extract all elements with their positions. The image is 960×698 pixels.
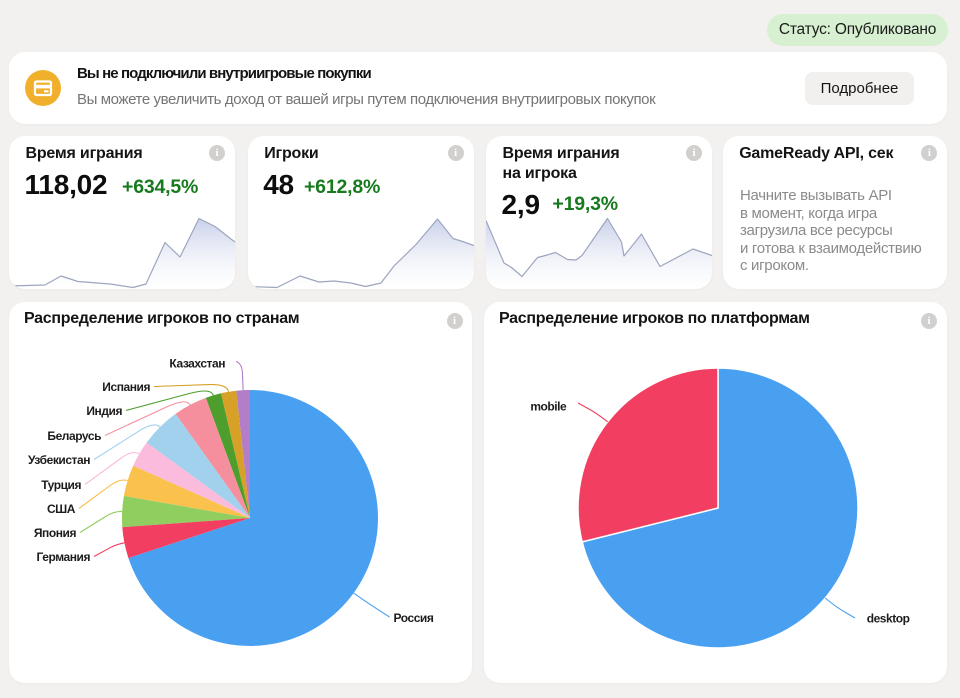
svg-text:Россия: Россия bbox=[394, 611, 434, 625]
svg-text:Индия: Индия bbox=[86, 404, 122, 418]
svg-text:Япония: Япония bbox=[34, 526, 77, 540]
svg-text:desktop: desktop bbox=[867, 612, 910, 626]
svg-text:Испания: Испания bbox=[102, 380, 150, 394]
svg-text:Турция: Турция bbox=[41, 478, 81, 492]
svg-text:Германия: Германия bbox=[37, 550, 91, 564]
svg-text:mobile: mobile bbox=[530, 400, 567, 414]
svg-text:США: США bbox=[47, 502, 76, 516]
svg-text:Казахстан: Казахстан bbox=[169, 357, 225, 371]
svg-text:Беларусь: Беларусь bbox=[47, 429, 101, 443]
svg-text:Узбекистан: Узбекистан bbox=[28, 453, 90, 467]
